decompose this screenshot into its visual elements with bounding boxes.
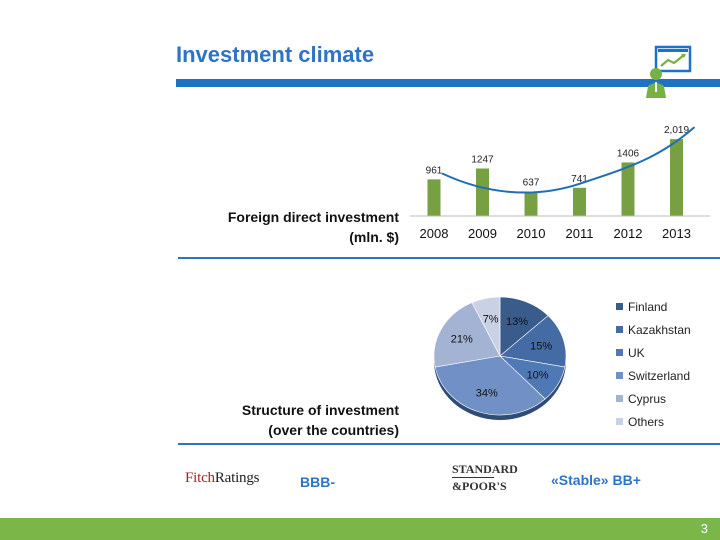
legend-swatch bbox=[616, 349, 623, 356]
legend-swatch bbox=[616, 326, 623, 333]
legend-item: Switzerland bbox=[616, 364, 691, 387]
pie-data-label: 7% bbox=[483, 314, 499, 326]
pie-data-label: 34% bbox=[476, 387, 498, 399]
fitch-rating-value: BBB- bbox=[300, 474, 335, 490]
legend-item: Cyprus bbox=[616, 387, 691, 410]
legend-swatch bbox=[616, 303, 623, 310]
bar-data-label: 741 bbox=[571, 174, 588, 185]
pie-data-label: 21% bbox=[451, 334, 473, 346]
structure-label-line1: Structure of investment bbox=[241, 402, 399, 418]
legend-swatch bbox=[616, 395, 623, 402]
standard-poors-logo: STANDARD &POOR'S bbox=[452, 462, 518, 493]
page-number: 3 bbox=[700, 521, 708, 536]
page-title: Investment climate bbox=[176, 42, 375, 67]
pie-data-label: 10% bbox=[527, 369, 549, 381]
x-tick-label: 2013 bbox=[662, 226, 691, 241]
pie-slice-kazakhstan bbox=[499, 315, 567, 368]
fdi-bar-chart: 961 2008 1247 2009 637 2010 741 2011 1406 2012 2,0… bbox=[410, 125, 710, 241]
legend-label: Switzerland bbox=[628, 368, 691, 383]
legend-label: Finland bbox=[628, 299, 668, 314]
bar-data-label: 1247 bbox=[471, 154, 494, 165]
x-tick-label: 2011 bbox=[566, 226, 594, 241]
investment-pie-chart: 13%15% 10% 34% 21% 7% bbox=[433, 296, 567, 420]
title-underline-bar bbox=[176, 79, 720, 87]
bar-2009 bbox=[476, 168, 489, 216]
footer-bar: 3 bbox=[0, 518, 720, 540]
bar-2013 bbox=[670, 139, 683, 216]
pie-data-label: 13% bbox=[506, 316, 528, 328]
legend-item: Finland bbox=[616, 295, 691, 318]
fdi-label-line2: (mln. $) bbox=[349, 229, 399, 245]
bar-data-label: 961 bbox=[426, 165, 443, 176]
section-divider bbox=[178, 257, 720, 259]
section-divider bbox=[178, 443, 720, 445]
bar-2011 bbox=[573, 187, 586, 216]
bar-data-label: 2,019 bbox=[664, 125, 689, 136]
trend-line bbox=[441, 126, 696, 194]
sp-rating-value: «Stable» BB+ bbox=[551, 472, 641, 488]
x-tick-label: 2012 bbox=[614, 226, 643, 241]
legend-label: Kazakhstan bbox=[628, 322, 691, 337]
x-tick-label: 2008 bbox=[420, 226, 449, 241]
legend-label: UK bbox=[628, 345, 645, 360]
legend-swatch bbox=[616, 372, 623, 379]
structure-chart-label: Structure of investment (over the countr… bbox=[139, 400, 399, 440]
legend-swatch bbox=[616, 418, 623, 425]
legend-label: Cyprus bbox=[628, 391, 667, 406]
x-tick-label: 2009 bbox=[468, 226, 497, 241]
bar-data-label: 637 bbox=[523, 178, 540, 189]
fdi-chart-label: Foreign direct investment (mln. $) bbox=[139, 207, 399, 247]
presenter-chart-icon bbox=[646, 44, 700, 98]
legend-item: UK bbox=[616, 341, 691, 364]
bar-data-label: 1406 bbox=[617, 148, 640, 159]
pie-data-label: 15% bbox=[530, 340, 552, 352]
pie-legend: Finland Kazakhstan UK Switzerland Cyprus Othe… bbox=[616, 295, 691, 433]
bar-2010 bbox=[524, 191, 538, 216]
fitch-ratings-logo: FitchRatings bbox=[185, 470, 260, 486]
fdi-label-line1: Foreign direct investment bbox=[227, 209, 399, 225]
pie-slice-others bbox=[471, 296, 501, 357]
legend-label: Others bbox=[628, 414, 665, 429]
pie-slice-cyprus bbox=[433, 302, 501, 368]
x-tick-label: 2010 bbox=[517, 226, 546, 241]
structure-label-line2: (over the countries) bbox=[268, 422, 399, 438]
bar-2008 bbox=[427, 179, 441, 216]
bar-2012 bbox=[621, 162, 635, 216]
pie-slice-switzerland bbox=[434, 355, 546, 416]
legend-item: Kazakhstan bbox=[616, 318, 691, 341]
legend-item: Others bbox=[616, 410, 691, 433]
